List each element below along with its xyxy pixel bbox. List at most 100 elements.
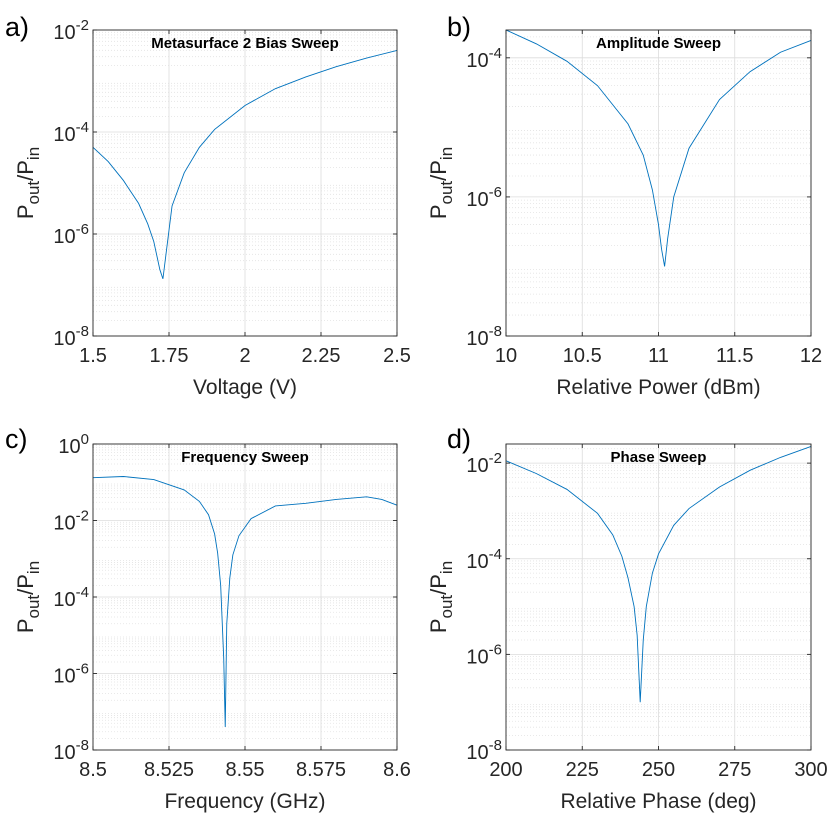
y-tick-label: 10-4 [466,546,502,573]
y-tick-exponent: -4 [76,119,89,136]
y-tick-exponent: -4 [76,584,89,601]
y-axis-label: Pout/Pin [13,147,43,219]
y-label-sub-out: out [24,181,43,205]
chart-panel-3: 8.5 8.525 8.55 8.575 8.610-810-610-410-2100F… [5,424,411,813]
x-tick-label: 8.575 [296,759,346,781]
y-tick-label: 10-4 [466,45,502,72]
x-tick-label: 275 [718,759,751,781]
y-tick-base: 10 [466,646,488,668]
y-label-sub-out: out [24,595,43,619]
x-tick-label: 8.5 [79,759,107,781]
y-tick-label: 10-6 [466,641,502,668]
y-tick-base: 10 [466,742,488,764]
y-tick-label: 10-2 [53,508,89,535]
x-tick-label: 11 [648,345,669,367]
y-axis-label: Pout/Pin [426,561,456,633]
y-tick-label: 10-4 [53,119,89,146]
y-tick-base: 10 [466,551,488,573]
x-tick-label: 8.525 [144,759,194,781]
y-tick-label: 100 [58,431,89,458]
x-tick-label: 1.75 [150,345,189,367]
x-tick-label: 11.5 [716,345,753,367]
y-tick-label: 10-8 [53,737,89,764]
y-tick-label: 10-6 [53,661,89,688]
y-label-sub-in: in [437,561,456,574]
y-tick-base: 10 [466,50,488,72]
y-tick-label: 10-6 [466,184,502,211]
y-tick-base: 10 [53,513,75,535]
y-tick-base: 10 [466,189,488,211]
y-label-sub-in: in [24,147,43,160]
series-line [505,445,812,703]
y-tick-exponent: -6 [489,184,502,201]
chart-title: Metasurface 2 Bias Sweep [151,35,339,52]
y-tick-label: 10-4 [53,584,89,611]
panel-label: b) [447,12,471,42]
y-tick-exponent: 0 [81,431,89,448]
y-label-sub-in: in [24,561,43,574]
x-tick-label: 1.5 [79,345,107,367]
x-tick-label: 250 [642,759,675,781]
x-tick-label: 2.25 [302,345,341,367]
y-tick-base: 10 [466,328,488,350]
y-label-main: P [426,618,451,633]
series-line [92,476,398,728]
y-label-main: P [13,204,38,219]
chart-title: Amplitude Sweep [596,35,721,52]
x-axis-label: Relative Power (dBm) [556,376,760,399]
y-tick-label: 10-8 [466,737,502,764]
y-axis-label: Pout/Pin [13,561,43,633]
y-label-sub-out: out [437,595,456,619]
chart-panel-1: 1.5 1.75 2 2.25 2.510-810-610-410-2Metasurfa… [5,12,411,399]
y-tick-exponent: -2 [76,17,89,34]
y-label-slash: /P [13,160,38,181]
y-tick-base: 10 [53,328,75,350]
grid-lines [506,444,811,750]
y-tick-base: 10 [466,455,488,477]
x-tick-label: 200 [489,759,522,781]
grid-lines [93,444,397,750]
series-line [505,29,812,267]
y-tick-exponent: -8 [76,737,89,754]
y-tick-label: 10-8 [466,323,502,350]
y-tick-base: 10 [58,436,80,458]
panel-label: c) [5,424,28,454]
x-tick-label: 10.5 [563,345,602,367]
y-tick-exponent: -4 [489,546,502,563]
y-tick-base: 10 [53,742,75,764]
panel-label: d) [447,424,471,454]
x-tick-label: 10 [495,345,517,367]
y-tick-base: 10 [53,124,75,146]
x-axis-label: Frequency (GHz) [164,790,325,813]
y-tick-base: 10 [53,666,75,688]
y-tick-base: 10 [53,22,75,44]
x-tick-label: 300 [794,759,827,781]
x-axis-label: Voltage (V) [193,376,297,399]
x-tick-label: 12 [800,345,822,367]
y-label-slash: /P [13,574,38,595]
panel-label: a) [5,12,29,42]
y-tick-exponent: -2 [489,450,502,467]
x-tick-label: 8.6 [383,759,411,781]
chart-title: Frequency Sweep [181,449,309,466]
y-tick-label: 10-2 [53,17,89,44]
y-tick-exponent: -6 [76,221,89,238]
y-label-slash: /P [426,160,451,181]
y-tick-label: 10-6 [53,221,89,248]
y-label-sub-out: out [437,181,456,205]
series-line [92,49,398,280]
y-label-slash: /P [426,574,451,595]
y-axis-label: Pout/Pin [426,147,456,219]
y-label-sub-in: in [437,147,456,160]
y-tick-exponent: -6 [76,661,89,678]
y-tick-exponent: -8 [76,323,89,340]
x-tick-label: 225 [566,759,599,781]
y-tick-base: 10 [53,589,75,611]
grid-lines [506,30,811,336]
chart-title: Phase Sweep [611,449,707,466]
y-tick-exponent: -8 [489,323,502,340]
y-tick-label: 10-8 [53,323,89,350]
